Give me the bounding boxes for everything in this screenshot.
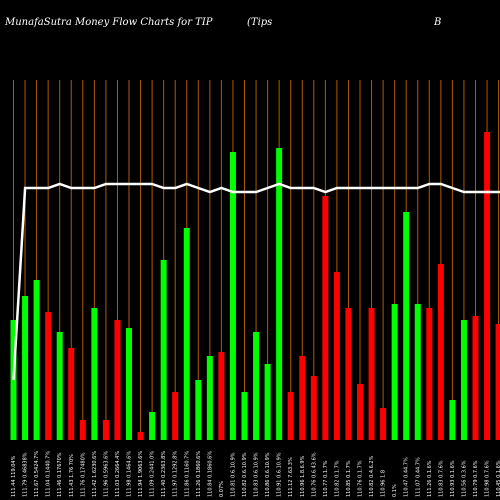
x-tick-label: 0.1%	[392, 484, 398, 497]
x-tick-label: 110.82 0.6.10.9%	[242, 452, 248, 497]
bar	[253, 332, 260, 440]
x-tick-label: 111.44 119.04%	[11, 455, 17, 497]
bar	[391, 304, 398, 440]
x-tick-label: 110.81 0.6.10.9%	[230, 452, 236, 497]
x-tick-labels: 111.44 119.04% 111.79 0.46838% 111.67 0.54…	[11, 451, 500, 497]
bar	[45, 312, 52, 440]
bar	[172, 392, 179, 440]
bar	[22, 296, 29, 440]
x-tick-label: 111.42 1.6230.6%	[92, 451, 98, 497]
bar	[183, 228, 190, 440]
x-tick-label: 110.82 0.4.6.2%	[369, 455, 375, 497]
x-tick-label: 111.94 1.9063.6%	[138, 451, 144, 497]
x-tick-label: 110.82 0.1.7%	[334, 460, 340, 497]
bar	[495, 324, 500, 440]
x-tick-label: 110.76 0.6.43.6%	[311, 452, 317, 497]
x-tick-label: 111.97 0.1292.8%	[173, 451, 179, 497]
header-middle: (Tips	[247, 17, 272, 28]
x-tick-label: 111.26 0.1860.6%	[196, 451, 202, 497]
bar	[276, 148, 283, 440]
overlay-line	[12, 182, 500, 381]
chart-bars	[10, 132, 500, 440]
bar	[264, 364, 271, 440]
bar	[460, 320, 467, 440]
x-tick-label: 110.45 0.1.6%	[496, 460, 500, 497]
bar	[137, 432, 144, 440]
x-tick-label: 111.09 0.2441.0%	[150, 451, 156, 497]
x-tick-label: 111.96 0.5963.6%	[103, 451, 109, 497]
x-tick-label: 110.76 0.1.7%	[358, 460, 364, 497]
bar	[345, 308, 352, 440]
bar	[414, 304, 421, 440]
bar	[56, 332, 63, 440]
bar	[79, 420, 86, 440]
bar	[160, 260, 167, 440]
x-tick-label: 110.93 0.1.6%	[450, 460, 456, 497]
x-tick-label: 110.85 0.1.7%	[346, 460, 352, 497]
x-tick-label: 110.96 1.8.6.9%	[300, 455, 306, 497]
bar	[426, 308, 433, 440]
x-tick-label: 110.98 0.7.6%	[485, 460, 491, 497]
bar	[380, 408, 387, 440]
x-tick-label: 111.07 0.44.7%	[415, 457, 421, 497]
bar	[126, 328, 132, 440]
x-tick-label: 110.96 1.8	[381, 470, 387, 497]
x-tick-label: 111.12 7.63.3%	[288, 457, 294, 497]
x-tick-label: 110.79 0.7.6%	[473, 460, 479, 497]
bar	[102, 420, 109, 440]
bar	[218, 352, 225, 440]
bar	[114, 320, 121, 440]
header-right: B	[433, 17, 441, 28]
x-tick-label: 111.43 1.76 70%	[69, 454, 75, 497]
x-tick-label: 110.83 0.7.6%	[438, 460, 444, 497]
x-tick-label: 110.91 0.6.10.9%	[277, 452, 283, 497]
header-left: MunafaSutra Money Flow Charts for TIP	[4, 17, 213, 28]
bar	[149, 412, 156, 440]
bar	[287, 392, 294, 440]
bar	[368, 308, 375, 440]
x-tick-label: 110.47 0.44.7%	[404, 457, 410, 497]
bar	[484, 132, 491, 440]
bar	[299, 356, 306, 440]
bar	[241, 392, 248, 440]
bar	[91, 308, 98, 440]
x-tick-label: 110.86 0.6.10.9%	[265, 452, 271, 497]
bar	[449, 400, 456, 440]
x-tick-label: 111.04 0.1440.7%	[46, 451, 52, 497]
bar	[195, 380, 202, 440]
x-tick-label: 111.86 0.1160.7%	[184, 451, 190, 497]
x-tick-label: 0.07%	[219, 481, 225, 497]
bar	[403, 212, 410, 440]
x-tick-label: 111.03 0.2664.4%	[115, 451, 121, 497]
bar	[206, 356, 213, 440]
x-tick-label: 111.67 0.5424.7%	[34, 451, 40, 497]
bar	[229, 152, 236, 440]
x-tick-label: 110.83 0.6.10.9%	[254, 452, 260, 497]
x-tick-label: 111.26 0.1.6%	[427, 460, 433, 497]
bar	[472, 316, 479, 440]
x-tick-label: 110.56 0.3.6%	[461, 460, 467, 497]
x-tick-label: 111.98 0.1464.6%	[127, 451, 133, 497]
bar	[333, 272, 340, 440]
bar	[310, 376, 317, 440]
bar	[437, 264, 444, 440]
x-tick-label: 111.76 0.17480%	[80, 452, 86, 497]
x-tick-label: 111.40 0.2363.8%	[161, 451, 167, 497]
bar	[322, 196, 329, 440]
x-tick-label: 110.77 0.1.7%	[323, 460, 329, 497]
x-tick-label: 110.84 0.1860.6%	[207, 451, 213, 497]
x-tick-label: 111.79 0.46838%	[23, 452, 29, 497]
bar	[357, 384, 363, 440]
bar	[33, 280, 40, 440]
x-tick-label: 111.46 0.17670%	[57, 452, 63, 497]
bar	[68, 348, 75, 440]
